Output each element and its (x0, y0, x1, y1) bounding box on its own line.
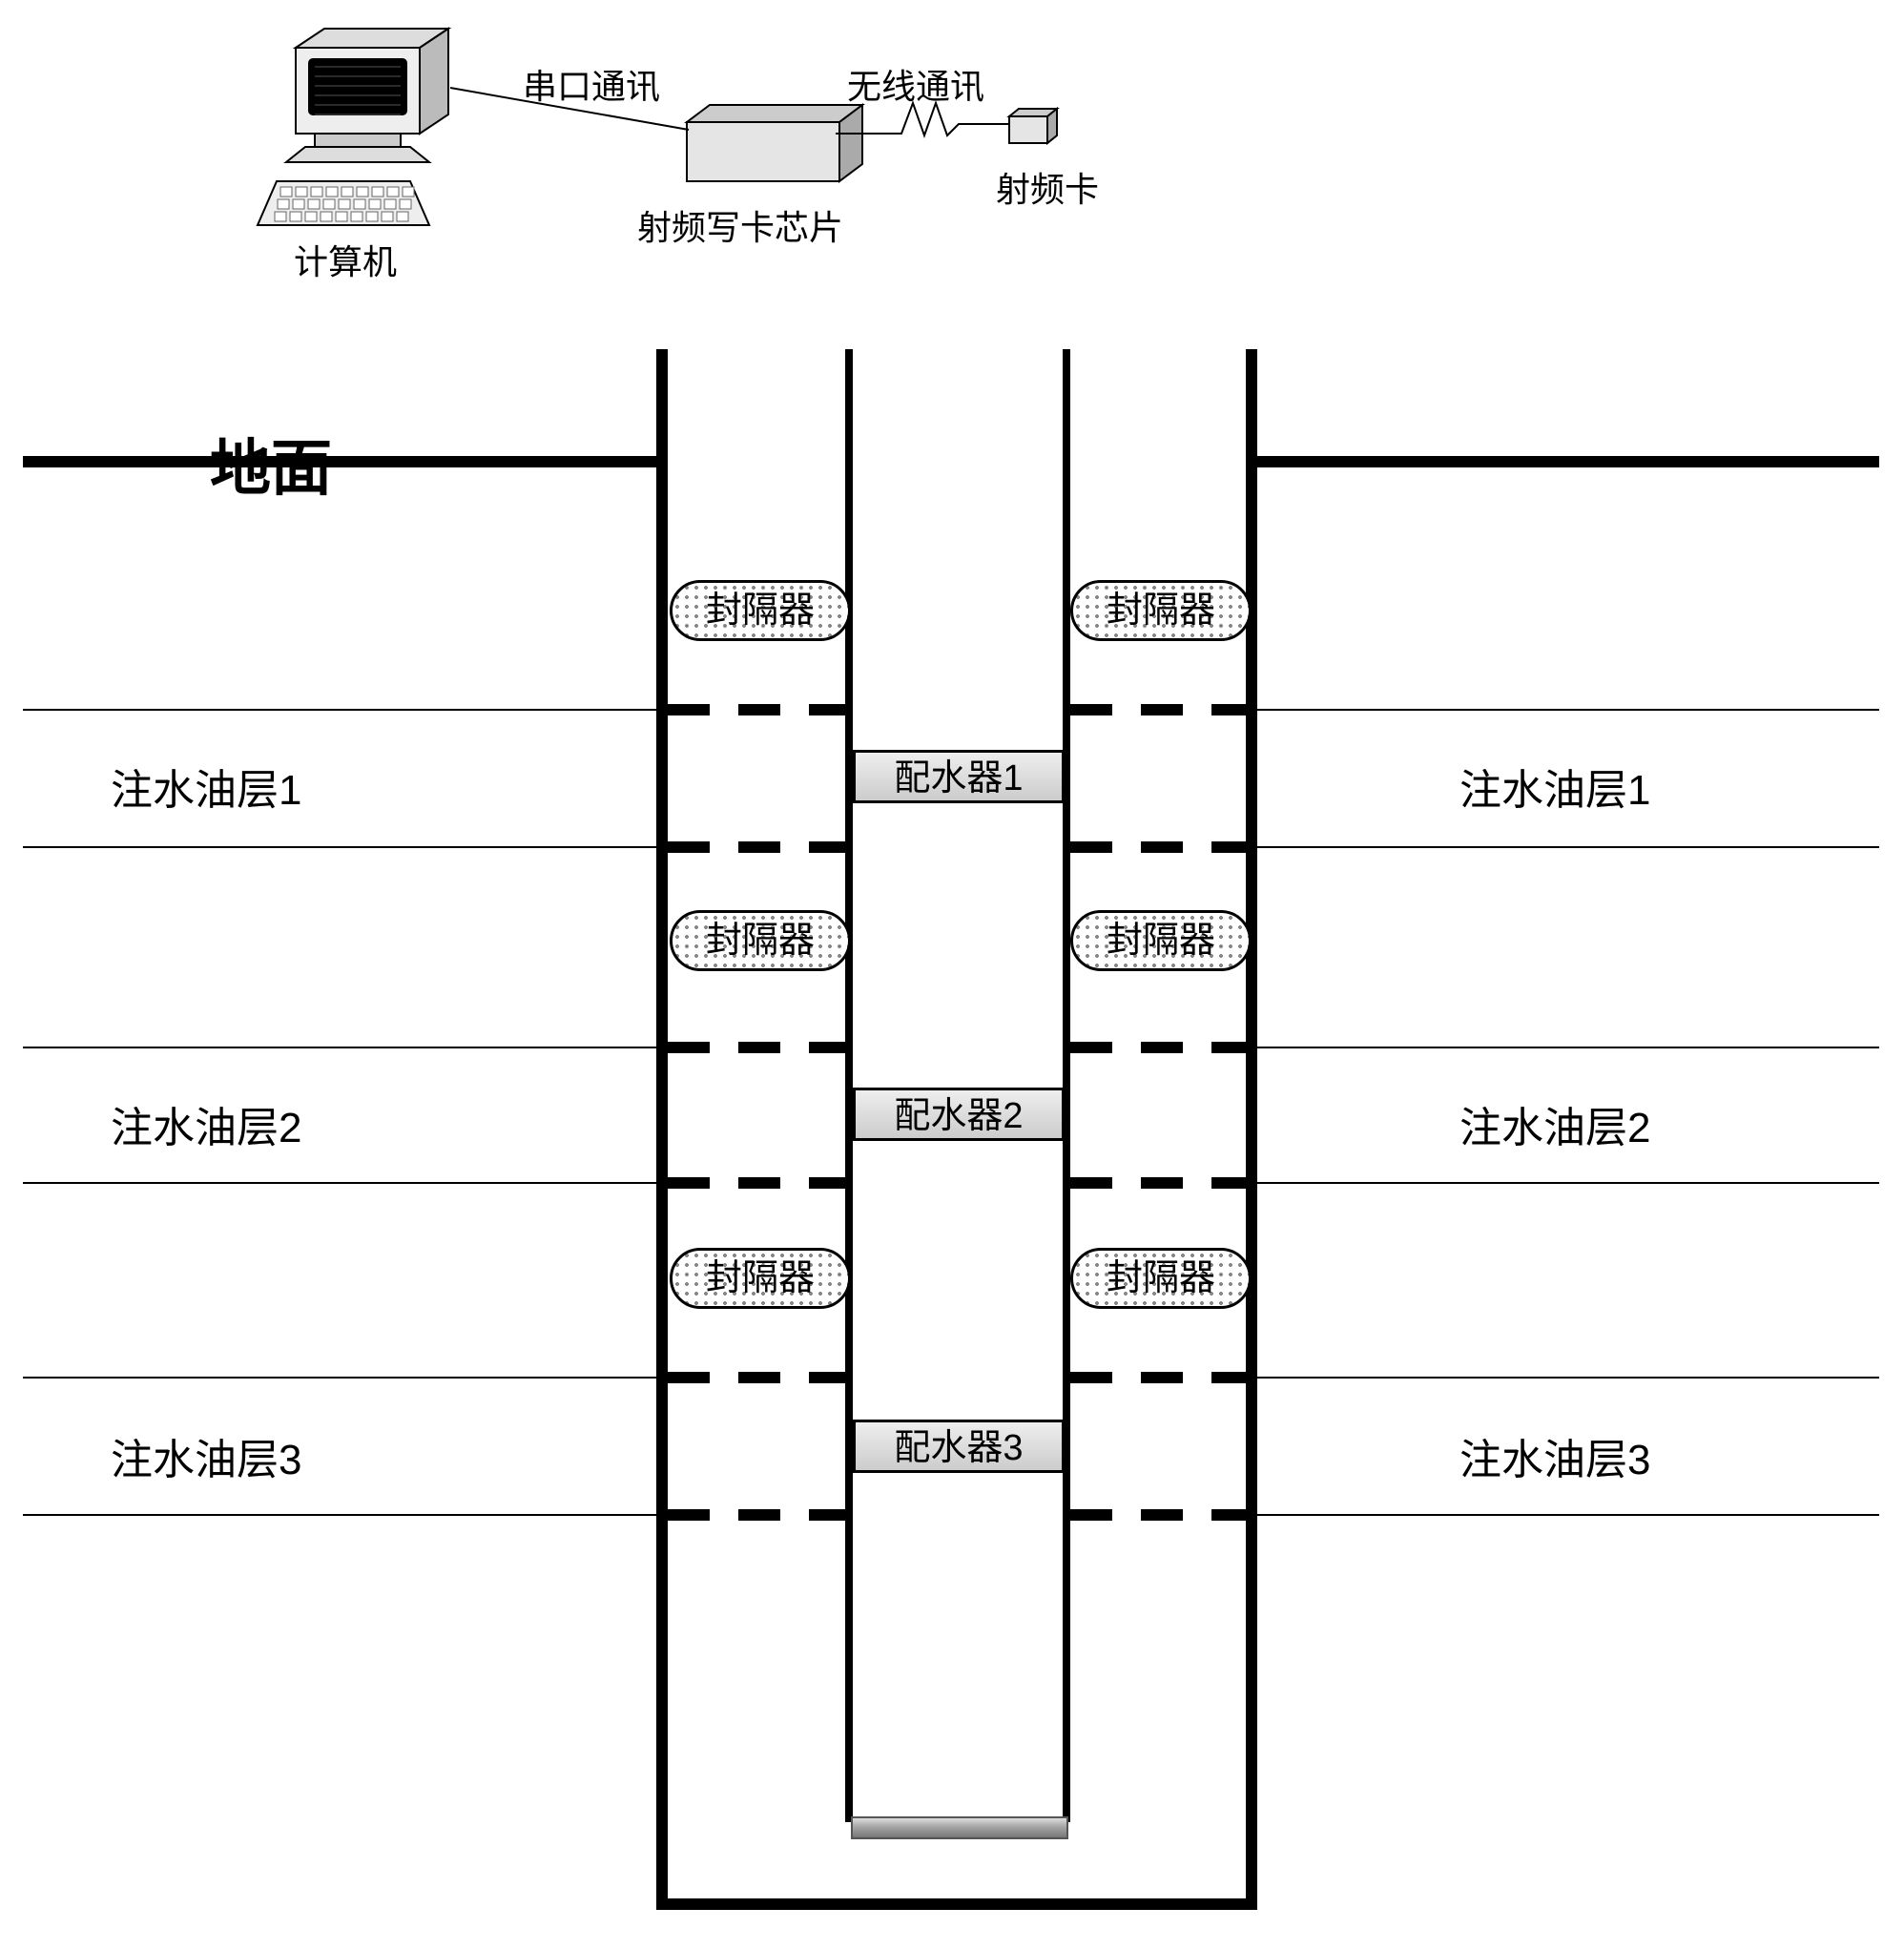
rf-chip-label: 射频写卡芯片 (637, 200, 843, 250)
layer-1-label-right: 注水油层1 (1459, 756, 1650, 817)
layer-2-label-left: 注水油层2 (111, 1093, 301, 1154)
wireless-comm-label: 无线通讯 (847, 59, 984, 109)
layer-3-label-right: 注水油层3 (1459, 1425, 1650, 1486)
layer-2-label-right: 注水油层2 (1459, 1093, 1650, 1154)
distributor-1: 配水器1 (853, 750, 1065, 803)
packer-1-left: 封隔器 (670, 580, 851, 641)
computer-label: 计算机 (294, 235, 397, 284)
distributor-2: 配水器2 (853, 1088, 1065, 1141)
rf-card-label: 射频卡 (996, 162, 1099, 212)
packer-1-right: 封隔器 (1070, 580, 1252, 641)
packer-3-right: 封隔器 (1070, 1248, 1252, 1309)
packer-2-right: 封隔器 (1070, 910, 1252, 971)
line-layer (0, 0, 1904, 1949)
well-bottom-cap (851, 1816, 1068, 1839)
computer-icon (258, 29, 448, 225)
layer-1-label-left: 注水油层1 (111, 756, 301, 817)
rf-chip-icon (687, 105, 862, 181)
serial-comm-label: 串口通讯 (523, 59, 660, 109)
packer-3-left: 封隔器 (670, 1248, 851, 1309)
layer-3-label-left: 注水油层3 (111, 1425, 301, 1486)
packer-2-left: 封隔器 (670, 910, 851, 971)
ground-label: 地面 (210, 420, 332, 508)
distributor-3: 配水器3 (853, 1420, 1065, 1473)
rf-card-icon (1009, 109, 1057, 143)
diagram-canvas: 地面 计算机 串口通讯 射频写卡芯片 无线通讯 射频卡 封隔器 封隔器 封隔器 … (0, 0, 1904, 1949)
